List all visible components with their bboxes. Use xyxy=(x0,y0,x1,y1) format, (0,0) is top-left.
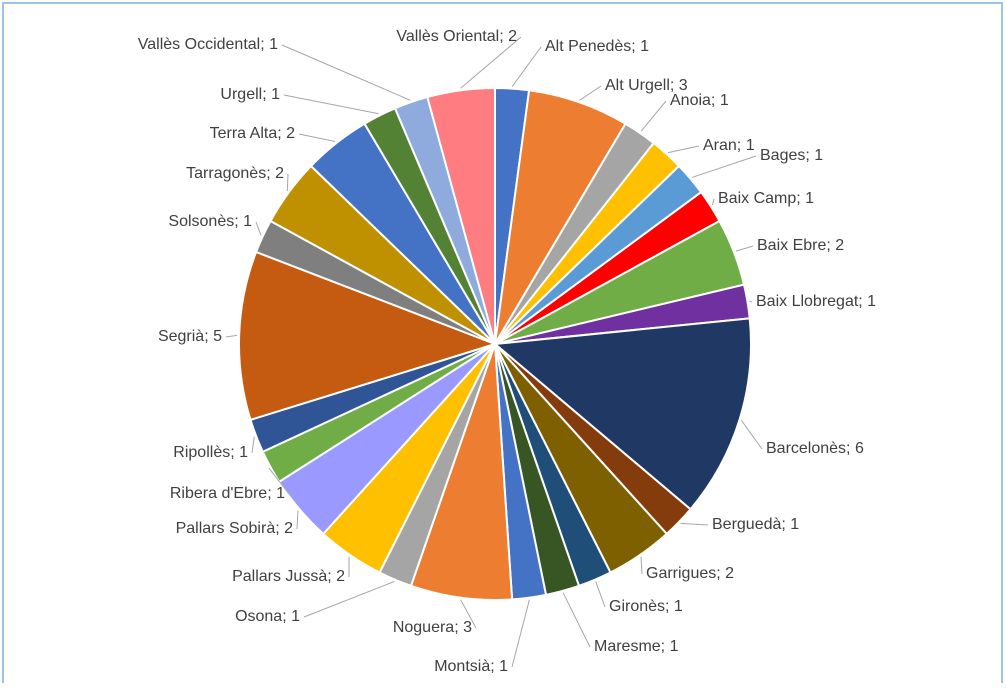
data-label: Urgell; 1 xyxy=(220,86,280,103)
data-label: Vallès Occidental; 1 xyxy=(138,36,278,53)
data-label: Ribera d'Ebre; 1 xyxy=(170,485,285,502)
data-label: Bages; 1 xyxy=(760,147,823,164)
data-label: Gironès; 1 xyxy=(609,598,683,615)
data-label: Anoia; 1 xyxy=(670,92,729,109)
data-label: Ripollès; 1 xyxy=(173,444,248,461)
data-label: Vallès Oriental; 2 xyxy=(396,28,517,45)
data-label: Montsià; 1 xyxy=(434,658,508,675)
data-label: Tarragonès; 2 xyxy=(186,165,284,182)
data-label: Baix Camp; 1 xyxy=(718,190,814,207)
data-label: Alt Penedès; 1 xyxy=(545,38,649,55)
data-label: Pallars Sobirà; 2 xyxy=(176,520,293,537)
data-label: Pallars Jussà; 2 xyxy=(232,568,345,585)
data-label: Garrigues; 2 xyxy=(646,565,734,582)
data-label: Aran; 1 xyxy=(703,137,755,154)
data-label: Baix Ebre; 2 xyxy=(757,237,844,254)
data-label: Osona; 1 xyxy=(235,608,300,625)
data-label: Noguera; 3 xyxy=(393,619,472,636)
data-label: Maresme; 1 xyxy=(594,638,679,655)
data-label: Solsonès; 1 xyxy=(168,213,252,230)
data-label: Barcelonès; 6 xyxy=(766,440,864,457)
data-label: Segrià; 5 xyxy=(158,328,222,345)
data-label: Berguedà; 1 xyxy=(712,516,799,533)
data-label: Baix Llobregat; 1 xyxy=(756,293,876,310)
data-label: Terra Alta; 2 xyxy=(210,125,295,142)
leader-line xyxy=(287,174,288,191)
